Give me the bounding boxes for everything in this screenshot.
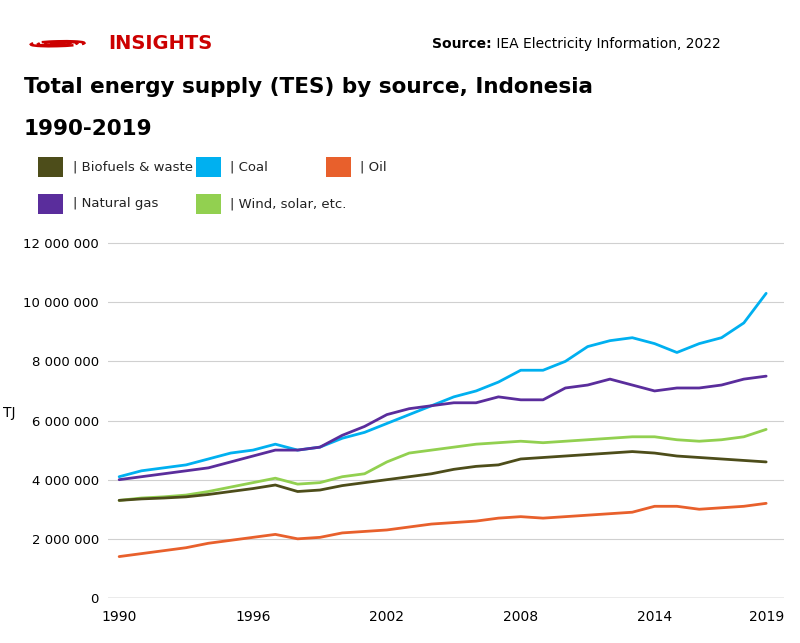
Text: | Wind, solar, etc.: | Wind, solar, etc. (230, 197, 347, 210)
Text: | Coal: | Coal (230, 160, 268, 173)
Text: | Oil: | Oil (360, 160, 387, 173)
Text: IEA Electricity Information, 2022: IEA Electricity Information, 2022 (492, 37, 721, 51)
Text: | Biofuels & waste: | Biofuels & waste (73, 160, 193, 173)
Text: | Natural gas: | Natural gas (73, 197, 158, 210)
Bar (38, 194, 63, 215)
Text: Source:: Source: (432, 37, 492, 51)
Bar (196, 157, 221, 177)
Text: INSIGHTS: INSIGHTS (108, 34, 212, 53)
Text: 1990-2019: 1990-2019 (24, 119, 153, 139)
Text: Total energy supply (TES) by source, Indonesia: Total energy supply (TES) by source, Ind… (24, 77, 593, 97)
Y-axis label: TJ: TJ (3, 406, 15, 420)
Bar (326, 157, 351, 177)
Bar (196, 194, 221, 215)
Bar (38, 157, 63, 177)
